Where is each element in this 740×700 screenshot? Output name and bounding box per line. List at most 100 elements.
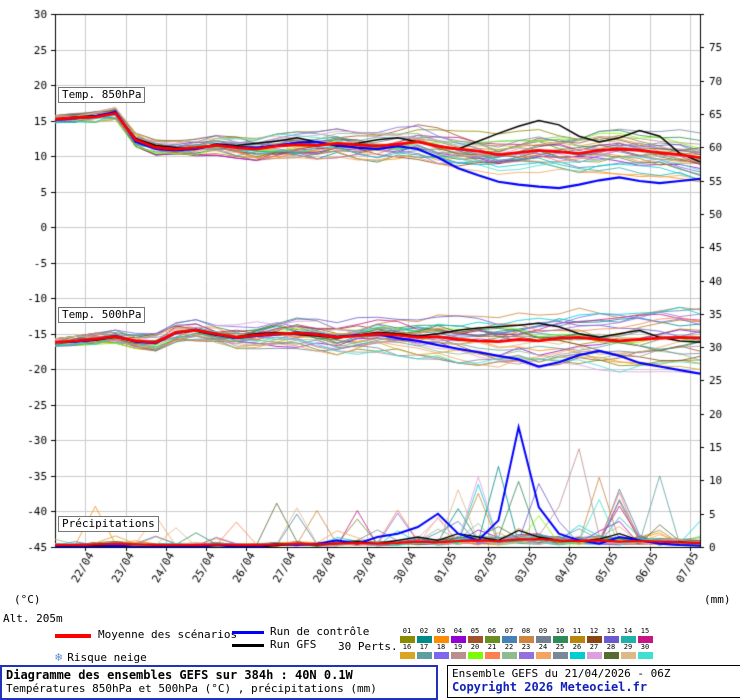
unit-celsius-label: (°C)	[14, 593, 41, 606]
pert-column: 11 26	[569, 628, 585, 659]
pert-number: 22	[504, 643, 514, 651]
pert-column: 08 23	[518, 628, 534, 659]
pert-color-swatch	[450, 636, 466, 643]
pert-number: 24	[538, 643, 548, 651]
footer-run-box: Ensemble GEFS du 21/04/2026 - 06Z Copyri…	[447, 665, 740, 698]
pert-column: 02 17	[416, 628, 432, 659]
pert-color-swatch	[637, 652, 653, 659]
pert-column: 15 30	[637, 628, 653, 659]
pert-color-swatch	[416, 636, 432, 643]
pert-column: 07 22	[501, 628, 517, 659]
pert-column: 05 20	[467, 628, 483, 659]
pert-column: 09 24	[535, 628, 551, 659]
pert-number: 06	[487, 627, 497, 635]
copyright: Copyright 2026 Meteociel.fr	[452, 680, 648, 694]
pert-column: 10 25	[552, 628, 568, 659]
pert-number: 01	[402, 627, 412, 635]
pert-color-swatch	[467, 636, 483, 643]
pert-column: 14 29	[620, 628, 636, 659]
pert-color-swatch	[467, 652, 483, 659]
pert-color-swatch	[569, 652, 585, 659]
pert-color-swatch	[535, 652, 551, 659]
temp500-section-label: Temp. 500hPa	[58, 307, 146, 323]
pert-number: 02	[419, 627, 429, 635]
pert-color-swatch	[450, 652, 466, 659]
pert-number: 17	[419, 643, 429, 651]
pert-number: 20	[470, 643, 480, 651]
diagram-title: Diagramme des ensembles GEFS sur 384h : …	[6, 668, 353, 682]
legend-control-label: Run de contrôle	[270, 625, 370, 638]
pert-number: 12	[589, 627, 599, 635]
pert-number: 03	[436, 627, 446, 635]
pert-number: 26	[572, 643, 582, 651]
snow-risk-row: ❄ Risque neige	[55, 650, 147, 664]
snowflake-icon: ❄	[55, 650, 63, 664]
pert-number: 08	[521, 627, 531, 635]
precip-section-label: Précipitations	[58, 516, 159, 532]
unit-mm-label: (mm)	[704, 593, 731, 606]
pert-color-swatch	[603, 652, 619, 659]
pert-number: 30	[640, 643, 650, 651]
pert-number: 04	[453, 627, 463, 635]
control-line-swatch	[232, 631, 264, 634]
legend-snow-label: Risque neige	[67, 651, 147, 664]
footer: Diagramme des ensembles GEFS sur 384h : …	[0, 665, 740, 700]
pert-color-swatch	[552, 652, 568, 659]
pert-color-swatch	[620, 652, 636, 659]
run-info: Ensemble GEFS du 21/04/2026 - 06Z	[452, 667, 671, 680]
pert-column: 06 21	[484, 628, 500, 659]
pert-number: 19	[453, 643, 463, 651]
pert-number: 10	[555, 627, 565, 635]
pert-color-swatch	[586, 636, 602, 643]
pert-color-swatch	[399, 636, 415, 643]
perts-grid: 01 16 02 17 03 18 04 19 05 20 06 21 07 22 08 23 09 24 10 25…	[399, 628, 653, 659]
pert-number: 16	[402, 643, 412, 651]
pert-color-swatch	[433, 652, 449, 659]
pert-color-swatch	[535, 636, 551, 643]
pert-number: 28	[606, 643, 616, 651]
pert-number: 09	[538, 627, 548, 635]
pert-number: 11	[572, 627, 582, 635]
pert-number: 13	[606, 627, 616, 635]
pert-color-swatch	[552, 636, 568, 643]
pert-color-swatch	[484, 652, 500, 659]
pert-column: 03 18	[433, 628, 449, 659]
pert-number: 29	[623, 643, 633, 651]
pert-number: 21	[487, 643, 497, 651]
pert-color-swatch	[484, 636, 500, 643]
pert-color-swatch	[433, 636, 449, 643]
pert-color-swatch	[501, 636, 517, 643]
pert-number: 07	[504, 627, 514, 635]
pert-color-swatch	[416, 652, 432, 659]
pert-color-swatch	[569, 636, 585, 643]
pert-number: 23	[521, 643, 531, 651]
gfs-line-swatch	[232, 644, 264, 647]
pert-number: 14	[623, 627, 633, 635]
pert-color-swatch	[518, 652, 534, 659]
pert-color-swatch	[620, 636, 636, 643]
pert-number: 25	[555, 643, 565, 651]
pert-color-swatch	[586, 652, 602, 659]
altitude-label: Alt. 205m	[3, 612, 63, 625]
pert-column: 04 19	[450, 628, 466, 659]
diagram-subtitle: Températures 850hPa et 500hPa (°C) , pré…	[6, 682, 377, 695]
legend-perts-label: 30 Perts.	[338, 640, 398, 653]
pert-column: 01 16	[399, 628, 415, 659]
mean-line-swatch	[55, 634, 91, 638]
pert-number: 05	[470, 627, 480, 635]
pert-color-swatch	[518, 636, 534, 643]
legend-gfs-label: Run GFS	[270, 638, 317, 651]
pert-column: 12 27	[586, 628, 602, 659]
pert-color-swatch	[637, 636, 653, 643]
pert-number: 18	[436, 643, 446, 651]
temp850-section-label: Temp. 850hPa	[58, 87, 146, 103]
pert-color-swatch	[603, 636, 619, 643]
footer-title-box: Diagramme des ensembles GEFS sur 384h : …	[0, 665, 438, 700]
pert-column: 13 28	[603, 628, 619, 659]
pert-color-swatch	[399, 652, 415, 659]
pert-number: 15	[640, 627, 650, 635]
legend-mean-label: Moyenne des scénarios	[98, 628, 238, 641]
pert-number: 27	[589, 643, 599, 651]
pert-color-swatch	[501, 652, 517, 659]
